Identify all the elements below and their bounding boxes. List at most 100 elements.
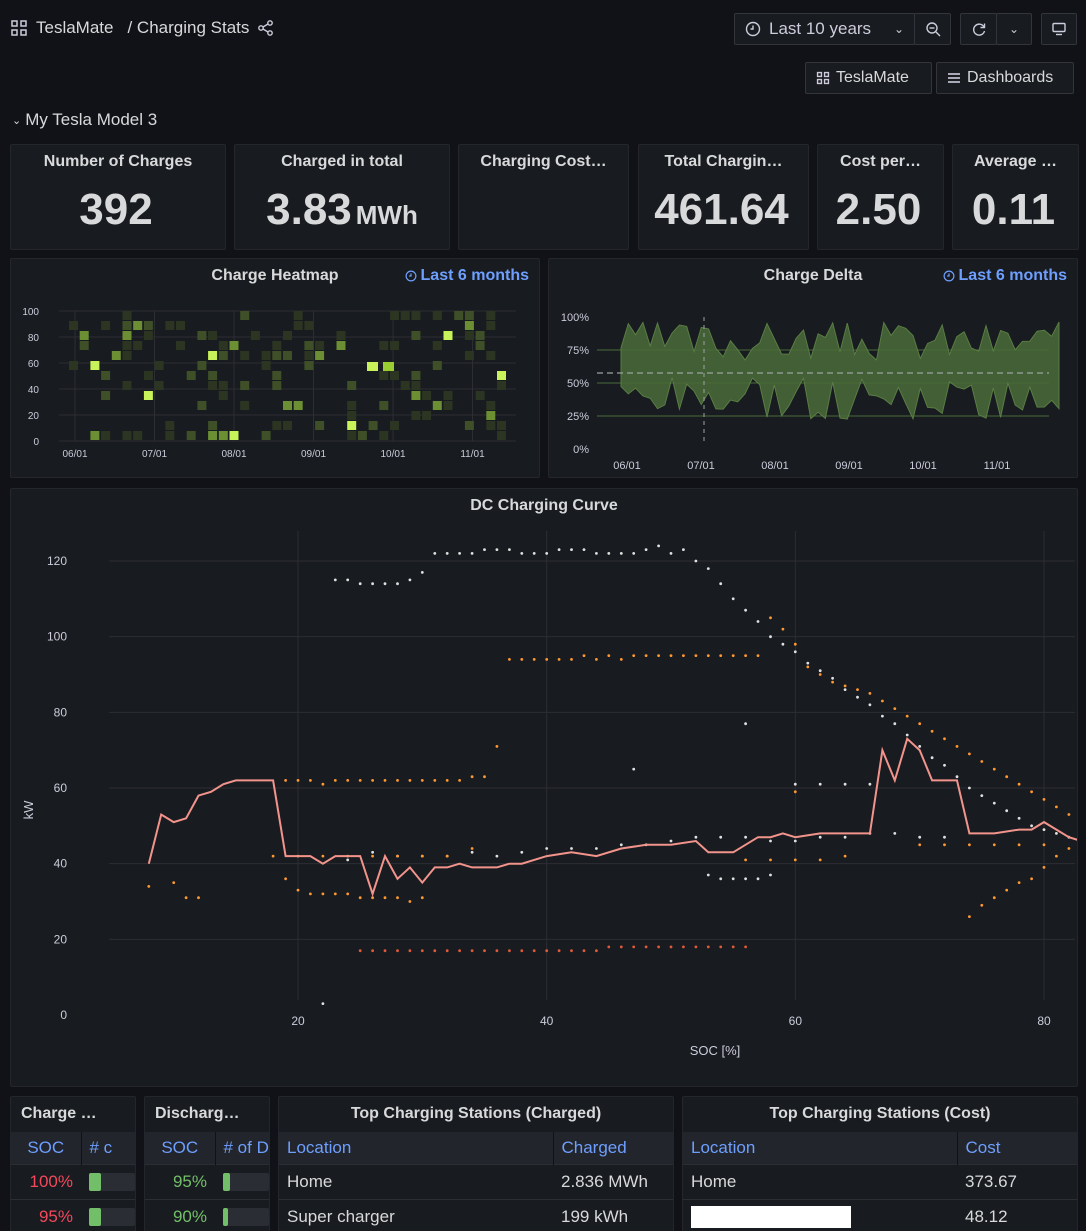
column-header-count[interactable]: # of D (215, 1132, 269, 1164)
column-header-count[interactable]: # c (81, 1132, 135, 1164)
heatmap-cell (379, 431, 389, 440)
data-point (383, 779, 387, 782)
heatmap-cell (197, 361, 207, 370)
heatmap-cell (304, 341, 314, 350)
y-tick-label: 60 (54, 781, 68, 795)
stat-value: 0.11 (971, 185, 1056, 234)
column-header-location[interactable]: Location (279, 1132, 554, 1164)
stat-panel-number-of-charges[interactable]: Number of Charges 392 (10, 144, 226, 250)
time-range-picker[interactable]: Last 10 years ⌄ (734, 13, 915, 45)
x-axis-label: SOC [%] (690, 1043, 741, 1058)
data-point (619, 658, 623, 661)
data-point (843, 835, 847, 839)
data-point (856, 688, 859, 691)
location-cell: Super charger (279, 1198, 553, 1231)
heatmap-cell (69, 321, 78, 330)
heatmap-cell (69, 361, 78, 370)
discharge-soc-table-panel[interactable]: Discharg… SOC # of D 95% 90% (144, 1096, 270, 1231)
heatmap-cell (411, 411, 421, 420)
apps-icon[interactable] (10, 19, 28, 37)
share-icon[interactable] (257, 19, 275, 37)
data-point (682, 945, 685, 949)
data-point (371, 896, 374, 900)
heatmap-cell (497, 381, 506, 390)
data-point (632, 552, 636, 555)
heatmap-cell (464, 331, 474, 340)
dashboards-link-button[interactable]: Dashboards (936, 62, 1074, 94)
heatmap-cell (143, 391, 153, 400)
soc-cell: 95% (11, 1198, 81, 1231)
data-point (694, 559, 698, 563)
heatmap-cell (143, 371, 153, 380)
data-point (843, 684, 847, 688)
dc-charging-curve-panel[interactable]: DC Charging Curve 0 20 40 60 80 100 120 20 40 60 8… (10, 488, 1078, 1087)
time-override-link[interactable]: Last 6 months (943, 267, 1067, 285)
y-tick-label: 100% (561, 312, 589, 324)
heatmap-cell (443, 391, 453, 400)
column-header-charged[interactable]: Charged (553, 1132, 673, 1164)
data-point (545, 552, 549, 555)
menu-icon (948, 73, 960, 83)
top-stations-charged-panel[interactable]: Top Charging Stations (Charged) Location… (278, 1096, 674, 1231)
column-header-soc[interactable]: SOC (145, 1132, 216, 1164)
heatmap-cell (101, 371, 111, 380)
heatmap-cell (315, 351, 325, 360)
data-point (371, 779, 374, 782)
heatmap-cell (122, 381, 132, 390)
charge-delta-panel[interactable]: Charge Delta Last 6 months 0% 25% 50% 75% 10… (548, 258, 1078, 478)
data-point (545, 847, 549, 850)
column-header-location[interactable]: Location (683, 1132, 958, 1164)
data-point (557, 548, 561, 551)
stat-panel-charging-cost[interactable]: Charging Cost… (458, 144, 629, 250)
refresh-interval-dropdown[interactable]: ⌄ (996, 13, 1032, 45)
data-point (818, 858, 822, 862)
heatmap-cell (464, 321, 474, 330)
top-stations-cost-panel[interactable]: Top Charging Stations (Cost) Location Cos… (682, 1096, 1078, 1231)
data-point (669, 839, 673, 843)
teslamate-link-button[interactable]: TeslaMate (805, 62, 932, 94)
data-point (582, 548, 586, 551)
panel-title: Cost per… (840, 153, 921, 170)
heatmap-cell (272, 421, 282, 430)
heatmap-cell (165, 421, 175, 430)
data-point (632, 767, 636, 771)
heatmap-cell (411, 331, 421, 340)
data-point (445, 779, 449, 782)
data-point (508, 548, 511, 551)
data-point (321, 892, 325, 896)
time-override-link[interactable]: Last 6 months (405, 267, 529, 285)
data-point (396, 582, 399, 586)
time-range-label: Last 10 years (769, 19, 872, 38)
refresh-button[interactable] (960, 13, 997, 45)
panel-title: Charge … (21, 1105, 97, 1122)
row-header[interactable]: ⌄ My Tesla Model 3 (12, 110, 157, 130)
charge-heatmap-panel[interactable]: Charge Heatmap Last 6 months 0 20 40 60 80 10… (10, 258, 540, 478)
heatmap-cell (218, 391, 228, 400)
table-row: 90% (145, 1198, 269, 1231)
heatmap-cell (400, 311, 410, 320)
app-name-link[interactable]: TeslaMate (36, 18, 114, 37)
y-tick-label: 0 (60, 1008, 67, 1022)
data-point (396, 949, 399, 953)
data-point (197, 896, 200, 900)
data-point (470, 949, 474, 953)
stat-panel-cost-per[interactable]: Cost per… 2.50 (817, 144, 944, 250)
stat-panel-charged-in-total[interactable]: Charged in total 3.83 MWh (234, 144, 450, 250)
data-point (818, 835, 822, 839)
stat-panel-average[interactable]: Average … 0.11 (952, 144, 1079, 250)
stat-panel-total-charging[interactable]: Total Chargin… 461.64 (638, 144, 809, 250)
column-header-soc[interactable]: SOC (11, 1132, 82, 1164)
charge-soc-table-panel[interactable]: Charge … SOC # c 100% 95% (10, 1096, 136, 1231)
heatmap-cell (154, 381, 164, 390)
tv-mode-button[interactable] (1041, 13, 1077, 45)
data-point (420, 571, 424, 574)
panel-title: Top Charging Stations (Cost) (769, 1105, 991, 1122)
column-header-cost[interactable]: Cost (957, 1132, 1077, 1164)
data-point (433, 949, 437, 953)
data-point (756, 654, 760, 657)
data-point (557, 949, 561, 953)
zoom-out-button[interactable] (914, 13, 951, 45)
gauge-fill (223, 1208, 228, 1227)
y-tick-label: 20 (28, 411, 40, 422)
heatmap-chart: 0 20 40 60 80 100 06/01 07/01 08/01 09/01 10/01 11/… (22, 307, 516, 460)
